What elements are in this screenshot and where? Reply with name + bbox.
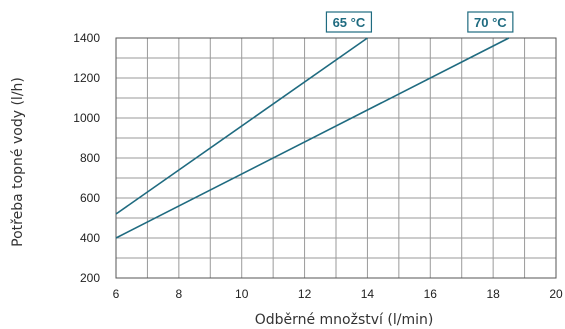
x-tick-label: 16	[424, 287, 438, 301]
series-line	[115, 37, 368, 215]
series-lines	[115, 37, 510, 239]
y-tick-labels: 200 400 600 800 1000 1200 1400	[73, 31, 100, 285]
x-tick-label: 14	[361, 287, 375, 301]
series-tag-label: 65 °C	[333, 15, 366, 30]
y-tick-label: 600	[80, 191, 100, 205]
x-tick-label: 12	[298, 287, 312, 301]
y-tick-label: 1400	[73, 31, 100, 45]
y-tick-label: 1000	[73, 111, 100, 125]
y-tick-label: 800	[80, 151, 100, 165]
x-tick-labels: 6 8 10 12 14 16 18 20	[113, 287, 563, 301]
series-tag-box	[467, 11, 514, 33]
plot-frame	[115, 37, 557, 279]
y-axis-title: Potřeba topné vody (l/h)	[10, 77, 26, 247]
series-line	[115, 37, 510, 239]
x-tick-label: 10	[235, 287, 249, 301]
series-tag-label: 70 °C	[474, 15, 507, 30]
series-tag-box	[325, 11, 373, 33]
horizontal-gridlines	[116, 37, 556, 279]
x-axis-title: Odběrné množství (l/min)	[255, 312, 434, 328]
series-tags: 65 °C 70 °C	[325, 11, 514, 33]
x-tick-label: 6	[113, 287, 120, 301]
x-tick-label: 20	[549, 287, 563, 301]
x-tick-label: 8	[176, 287, 183, 301]
x-tick-label: 18	[486, 287, 500, 301]
y-tick-label: 400	[80, 231, 100, 245]
y-tick-label: 200	[80, 271, 100, 285]
y-tick-label: 1200	[73, 71, 100, 85]
